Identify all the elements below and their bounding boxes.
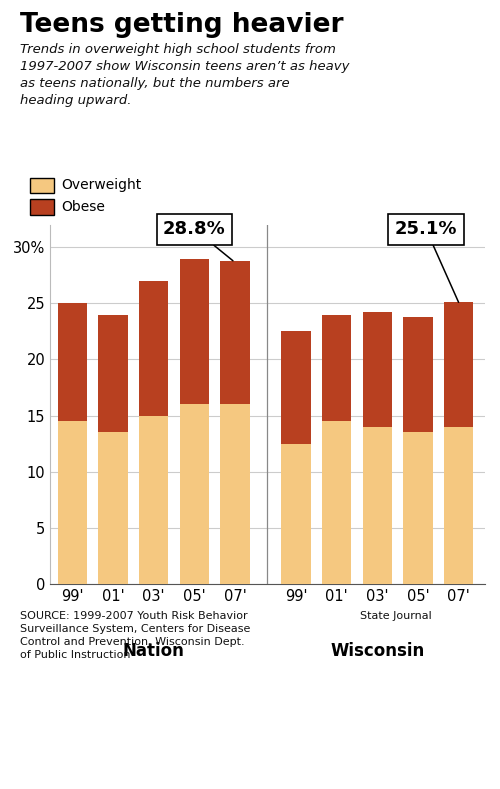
Bar <box>282 331 310 443</box>
Bar <box>180 259 209 404</box>
Bar <box>444 427 473 584</box>
Bar <box>220 260 250 404</box>
Bar <box>98 315 128 432</box>
Text: Wisconsin: Wisconsin <box>330 642 424 660</box>
Bar <box>282 443 310 584</box>
Bar <box>404 317 432 432</box>
Bar <box>322 421 351 584</box>
Bar <box>322 315 351 421</box>
Bar <box>362 427 392 584</box>
Text: Nation: Nation <box>122 642 184 660</box>
Text: State Journal: State Journal <box>360 611 432 622</box>
Text: 28.8%: 28.8% <box>163 220 233 260</box>
Bar <box>220 404 250 584</box>
Bar <box>404 432 432 584</box>
Bar <box>139 281 168 416</box>
Bar <box>444 302 473 427</box>
Bar <box>180 404 209 584</box>
Bar <box>98 432 128 584</box>
Bar <box>362 312 392 427</box>
Bar <box>139 416 168 584</box>
Bar <box>58 304 87 421</box>
Text: Trends in overweight high school students from
1997-2007 show Wisconsin teens ar: Trends in overweight high school student… <box>20 43 349 107</box>
Bar <box>58 421 87 584</box>
Text: SOURCE: 1999-2007 Youth Risk Behavior
Surveillance System, Centers for Disease
C: SOURCE: 1999-2007 Youth Risk Behavior Su… <box>20 611 250 660</box>
Text: Teens getting heavier: Teens getting heavier <box>20 12 344 38</box>
Text: Obese: Obese <box>62 200 106 214</box>
Text: Overweight: Overweight <box>62 178 142 193</box>
Text: 25.1%: 25.1% <box>395 220 458 302</box>
